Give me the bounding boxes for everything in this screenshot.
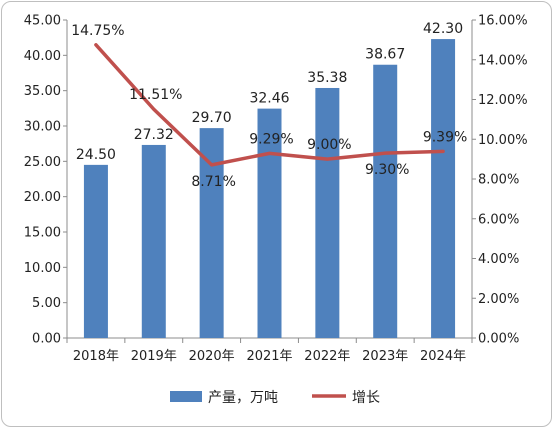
y-right-tick-label: 4.00% bbox=[478, 252, 519, 267]
y-left-tick-label: 40.00 bbox=[24, 49, 61, 64]
y-left-tick-label: 15.00 bbox=[24, 226, 61, 241]
y-left-tick-label: 30.00 bbox=[24, 120, 61, 135]
x-tick-label: 2022年 bbox=[304, 349, 350, 364]
y-right-tick-label: 16.00% bbox=[478, 14, 528, 29]
legend: 产量，万吨 增长 bbox=[170, 390, 380, 406]
y-left-tick-label: 25.00 bbox=[24, 155, 61, 170]
line-value-label: 9.30% bbox=[365, 162, 409, 178]
line-value-label: 9.29% bbox=[249, 131, 293, 147]
legend-bar-label: 产量，万吨 bbox=[208, 390, 278, 406]
x-tick-label: 2023年 bbox=[362, 349, 408, 364]
x-tick-label: 2018年 bbox=[73, 349, 119, 364]
x-tick-label: 2020年 bbox=[189, 349, 235, 364]
y-right-tick-label: 12.00% bbox=[478, 93, 528, 108]
y-left-tick-label: 35.00 bbox=[24, 84, 61, 99]
line-value-label: 14.75% bbox=[71, 23, 124, 39]
bar-value-label: 35.38 bbox=[307, 70, 347, 86]
line-value-label: 8.71% bbox=[191, 174, 235, 190]
growth-line bbox=[94, 43, 445, 167]
bar bbox=[199, 128, 224, 338]
bar-value-label: 29.70 bbox=[192, 110, 232, 126]
bar-value-label: 42.30 bbox=[423, 21, 463, 37]
bar-value-label: 32.46 bbox=[249, 91, 289, 107]
legend-bar-swatch bbox=[170, 391, 202, 402]
legend-line-label: 增长 bbox=[352, 390, 380, 406]
bar-series bbox=[83, 39, 456, 339]
bar-value-label: 38.67 bbox=[365, 47, 405, 63]
line-value-label: 11.51% bbox=[129, 87, 182, 103]
x-tick-label: 2019年 bbox=[131, 349, 177, 364]
bar-value-label: 24.50 bbox=[76, 147, 116, 163]
y-right-tick-label: 8.00% bbox=[478, 173, 519, 188]
y-left-tick-label: 5.00 bbox=[32, 296, 61, 311]
y-right-tick-label: 6.00% bbox=[478, 212, 519, 227]
bar bbox=[373, 64, 398, 339]
data-labels: 24.50 27.32 29.70 32.46 35.38 38.67 42.30 14.75… bbox=[71, 21, 467, 190]
y-right-tick-label: 10.00% bbox=[478, 133, 528, 148]
bar bbox=[141, 144, 166, 338]
y-left-tick-label: 20.00 bbox=[24, 190, 61, 205]
line-value-label: 9.00% bbox=[307, 137, 351, 153]
line-series bbox=[94, 43, 445, 167]
x-tick-label: 2021年 bbox=[246, 349, 292, 364]
bar bbox=[315, 87, 340, 339]
x-tick-label: 2024年 bbox=[420, 349, 466, 364]
axes: 0.00 5.00 10.00 15.00 20.00 25.00 30.00 35.00 40… bbox=[24, 14, 528, 365]
bar-value-label: 27.32 bbox=[134, 127, 174, 143]
bar bbox=[83, 164, 108, 338]
y-left-tick-label: 0.00 bbox=[32, 332, 61, 347]
line-value-label: 9.39% bbox=[423, 129, 467, 145]
y-right-tick-label: 2.00% bbox=[478, 292, 519, 307]
y-left-tick-label: 45.00 bbox=[24, 14, 61, 29]
y-right-tick-label: 0.00% bbox=[478, 332, 519, 347]
bar bbox=[431, 39, 456, 338]
bar bbox=[257, 108, 282, 338]
y-right-tick-label: 14.00% bbox=[478, 53, 528, 68]
y-left-tick-label: 10.00 bbox=[24, 261, 61, 276]
